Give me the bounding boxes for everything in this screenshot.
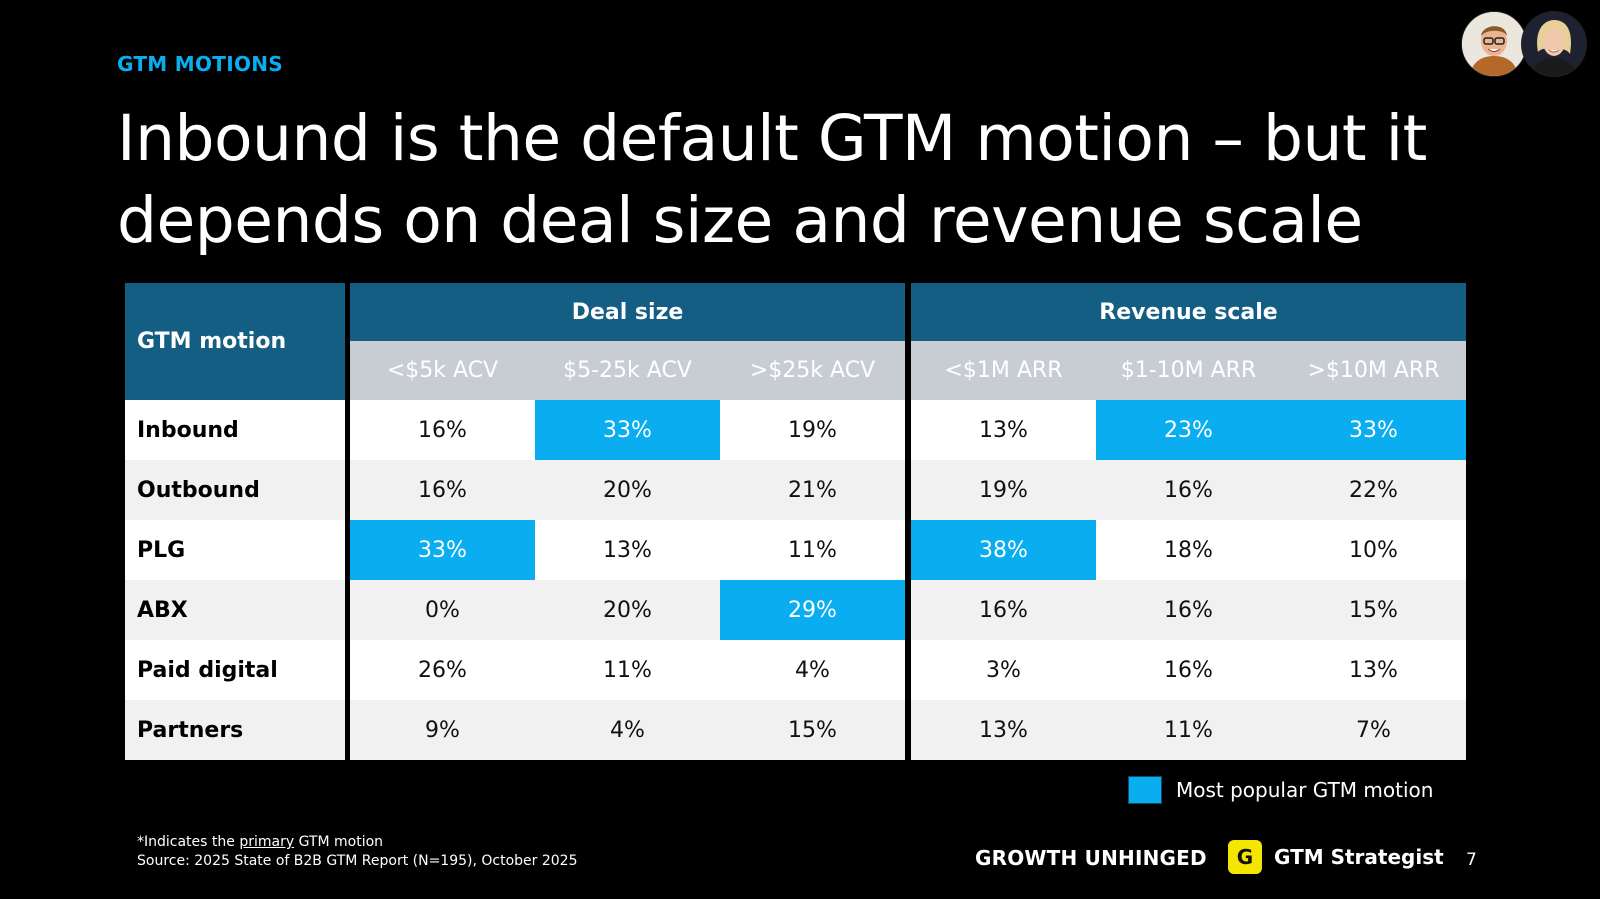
slide-title: Inbound is the default GTM motion – but … [117, 102, 1427, 257]
table-cell: 13% [911, 700, 1096, 760]
page-number: 7 [1466, 850, 1477, 870]
table-cell: 16% [1096, 640, 1281, 700]
row-label: Inbound [125, 400, 345, 460]
table-cell: 20% [535, 580, 720, 640]
brand-growth-unhinged: GROWTH UNHINGED [975, 846, 1207, 870]
table-cell: 16% [350, 400, 535, 460]
footnote-source: Source: 2025 State of B2B GTM Report (N=… [137, 853, 578, 869]
table-cell: 4% [720, 640, 905, 700]
table-cell: 15% [1281, 580, 1466, 640]
footnote-line1: *Indicates the primary GTM motion [137, 834, 384, 850]
table-cell: 13% [1281, 640, 1466, 700]
table-cell: 13% [911, 400, 1096, 460]
table-cell: 33% [1281, 400, 1466, 460]
table-cell: 16% [1096, 460, 1281, 520]
row-label: Partners [125, 700, 345, 760]
table-cell: 38% [911, 520, 1096, 580]
avatar-woman [1521, 11, 1587, 77]
table-cell: 10% [1281, 520, 1466, 580]
column-header: <$1M ARR [911, 341, 1096, 400]
gtm-strategist-logo-icon: G [1228, 840, 1262, 874]
table-cell: 9% [350, 700, 535, 760]
group-header-revenue-scale: Revenue scale [911, 283, 1466, 341]
table-cell: 20% [535, 460, 720, 520]
legend: Most popular GTM motion [1128, 776, 1433, 804]
table-cell: 29% [720, 580, 905, 640]
row-label: Paid digital [125, 640, 345, 700]
table-cell: 16% [350, 460, 535, 520]
table-cell: 16% [1096, 580, 1281, 640]
column-header: <$5k ACV [350, 341, 535, 400]
table-cell: 22% [1281, 460, 1466, 520]
row-label: ABX [125, 580, 345, 640]
table-cell: 23% [1096, 400, 1281, 460]
table-cell: 21% [720, 460, 905, 520]
column-header: >$10M ARR [1281, 341, 1466, 400]
table-cell: 16% [911, 580, 1096, 640]
table-cell: 15% [720, 700, 905, 760]
legend-swatch [1128, 776, 1162, 804]
legend-label: Most popular GTM motion [1176, 778, 1434, 802]
row-label: Outbound [125, 460, 345, 520]
table-cell: 33% [535, 400, 720, 460]
footnote: *Indicates the primary GTM motion Source… [137, 833, 578, 871]
table-cell: 11% [535, 640, 720, 700]
table-cell: 11% [720, 520, 905, 580]
table-cell: 3% [911, 640, 1096, 700]
table-cell: 4% [535, 700, 720, 760]
table-cell: 18% [1096, 520, 1281, 580]
column-header-gtm-motion: GTM motion [125, 283, 345, 400]
table-cell: 19% [720, 400, 905, 460]
table-cell: 19% [911, 460, 1096, 520]
column-header: $1-10M ARR [1096, 341, 1281, 400]
brand-gtm-strategist: G GTM Strategist [1228, 840, 1444, 874]
table-cell: 13% [535, 520, 720, 580]
avatar-man [1461, 11, 1527, 77]
table-cell: 11% [1096, 700, 1281, 760]
table-cell: 33% [350, 520, 535, 580]
table-cell: 0% [350, 580, 535, 640]
row-label: PLG [125, 520, 345, 580]
table-cell: 26% [350, 640, 535, 700]
column-header: >$25k ACV [720, 341, 905, 400]
column-header: $5-25k ACV [535, 341, 720, 400]
participant-avatars [1461, 11, 1589, 77]
section-kicker: GTM MOTIONS [117, 52, 284, 76]
group-header-deal-size: Deal size [350, 283, 905, 341]
table-cell: 7% [1281, 700, 1466, 760]
gtm-motion-table: GTM motion Deal size Revenue scale <$5k ACV… [125, 283, 1466, 761]
